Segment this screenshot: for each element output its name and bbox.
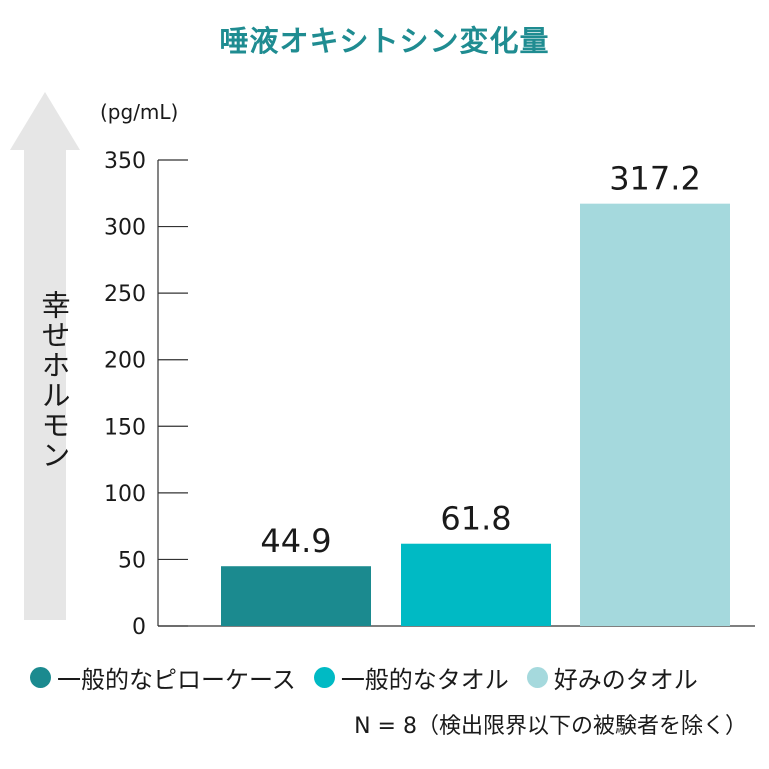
sample-size-note: N = 8（検出限界以下の被験者を除く） [354,714,747,739]
bar-value-label: 61.8 [440,500,511,538]
bar [401,543,551,626]
legend-label: 好みのタオル [553,665,698,694]
y-tick-label: 50 [118,548,146,573]
y-tick-label: 150 [104,415,146,440]
chart-title: 唾液オキシトシン変化量 [219,24,550,58]
y-tick-label: 0 [132,615,146,640]
legend: 一般的なピローケース 一般的なタオル 好みのタオル [30,660,760,694]
legend-label: 一般的なタオル [340,665,509,694]
y-tick-label: 300 [104,216,146,241]
bar [580,203,730,627]
bar-value-label: 317.2 [609,160,701,198]
legend-item: 一般的なピローケース [30,660,296,695]
up-arrow-icon [10,92,80,620]
bar-series [221,203,730,627]
value-labels: 44.9 61.8 317.2 [260,160,700,561]
legend-swatch [526,666,548,688]
y-tick-label: 250 [104,282,146,307]
y-tick-label: 200 [104,349,146,374]
unit-label: (pg/mL) [100,100,179,124]
legend-item: 一般的なタオル [313,660,509,695]
legend-swatch [30,666,51,688]
y-tick-label: 100 [104,482,146,507]
bar [221,566,371,626]
legend-item: 好みのタオル [526,660,698,695]
bar-value-label: 44.9 [260,522,331,560]
y-axis: 0 50 100 150 200 250 300 350 [104,149,755,640]
y-axis-label: 幸せホルモン [37,290,71,470]
legend-label: 一般的なピローケース [57,665,296,694]
y-tick-label: 350 [104,149,146,174]
legend-swatch [313,666,335,688]
